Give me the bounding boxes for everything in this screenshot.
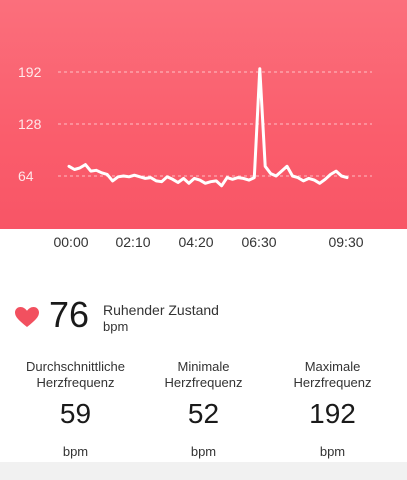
stat-average-label-line1: Durchschnittliche [26, 359, 125, 374]
stat-minimum-label-line2: Herzfrequenz [164, 375, 243, 390]
stat-minimum: Minimale Herzfrequenz 52 bpm [136, 359, 271, 459]
x-tick-0: 00:00 [53, 234, 89, 250]
stat-minimum-value: 52 [187, 398, 220, 429]
stat-average-value: 59 [59, 398, 92, 429]
heart-icon [15, 307, 39, 327]
x-axis: 00:00 02:10 04:20 06:30 09:30 [0, 229, 407, 259]
y-tick-64: 64 [18, 168, 34, 184]
stat-maximum-label-line1: Maximale [304, 359, 361, 374]
bottom-bar [0, 462, 407, 480]
stat-maximum: Maximale Herzfrequenz 192 bpm [265, 359, 400, 459]
stat-maximum-unit: bpm [319, 444, 346, 459]
x-tick-4: 09:30 [328, 234, 364, 250]
stat-average-label: Durchschnittliche Herzfrequenz [8, 359, 143, 393]
current-heart-rate: 76 Ruhender Zustand bpm [0, 294, 407, 336]
x-tick-1: 02:10 [115, 234, 151, 250]
hr-unit-label: bpm [103, 319, 129, 334]
x-tick-3: 06:30 [241, 234, 277, 250]
stat-average-unit: bpm [62, 444, 89, 459]
y-tick-128: 128 [18, 116, 42, 132]
heart-rate-line [67, 67, 349, 188]
current-hr-value: 76 [49, 294, 90, 335]
stat-minimum-unit: bpm [190, 444, 217, 459]
stat-average-label-line2: Herzfrequenz [36, 375, 115, 390]
stat-minimum-label-line1: Minimale [177, 359, 230, 374]
x-tick-2: 04:20 [178, 234, 214, 250]
heart-rate-chart: 192 128 64 [0, 0, 407, 229]
stat-maximum-value: 192 [309, 398, 356, 429]
chart-svg: 192 128 64 [18, 64, 372, 188]
y-tick-192: 192 [18, 64, 42, 80]
stat-minimum-label: Minimale Herzfrequenz [136, 359, 271, 393]
stat-maximum-label-line2: Herzfrequenz [293, 375, 372, 390]
hr-state-label: Ruhender Zustand [103, 302, 219, 318]
stat-average: Durchschnittliche Herzfrequenz 59 bpm [8, 359, 143, 459]
stat-maximum-label: Maximale Herzfrequenz [265, 359, 400, 393]
